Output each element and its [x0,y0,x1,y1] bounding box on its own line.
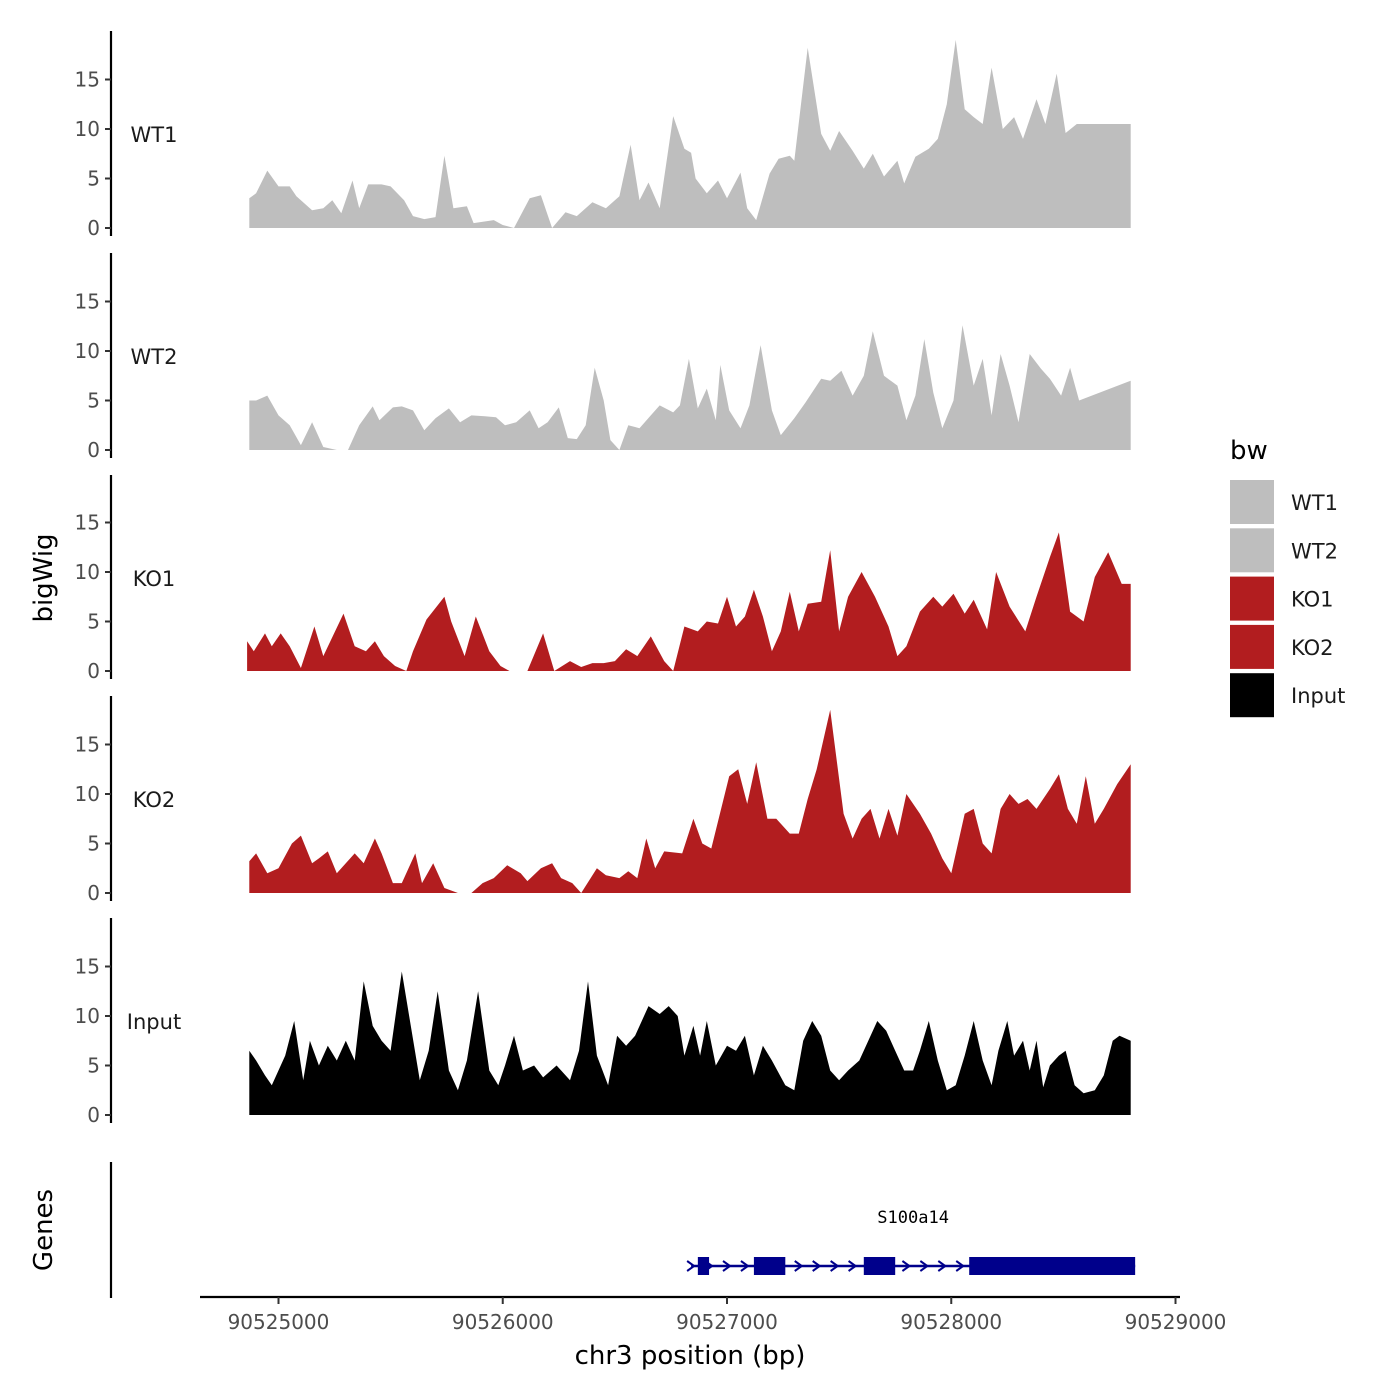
track-label-wt2: WT2 [131,345,178,369]
legend-swatch [1230,673,1274,718]
legend-item-wt1: WT1 [1230,480,1338,524]
legend-swatch [1230,528,1274,573]
gene-exon [863,1257,896,1275]
x-axis-title: chr3 position (bp) [575,1341,806,1371]
legend-item-ko2: KO2 [1230,624,1334,669]
track-label-ko1: KO1 [133,567,176,591]
strand-arrow [722,1260,732,1272]
track-label-input: Input [127,1010,181,1034]
y-tick-label: 0 [87,1103,100,1127]
legend-label: Input [1291,684,1345,708]
x-tick-label: 90528000 [900,1310,1002,1334]
legend-label: KO2 [1291,636,1334,660]
legend-item-input: Input [1230,673,1345,718]
y-axis-title: bigWig [29,533,59,622]
gene-s100a14: S100a14 [686,1208,1136,1275]
y-tick-label: 10 [75,117,100,141]
bigwig-tracks: 0 5 10 15 WT1 0 5 10 15 WT2 0 5 10 15 KO1 0 5 10 15 KO2 0 5 10… [75,31,1131,1127]
legend-swatch [1230,576,1274,621]
legend-swatch [1230,480,1274,524]
legend-title: bw [1230,436,1268,466]
y-tick-label: 10 [75,560,100,584]
y-tick-label: 15 [75,511,100,535]
strand-arrow [937,1260,948,1272]
strand-arrow [919,1260,930,1272]
x-tick-label: 90529000 [1125,1310,1227,1334]
signal-area-ko1 [247,532,1131,671]
track-wt2: 0 5 10 15 WT2 [75,253,1131,462]
track-ko2: 0 5 10 15 KO2 [75,696,1131,905]
signal-area-ko2 [249,709,1131,893]
x-axis: 90525000 90526000 90527000 90528000 90529000 [200,1295,1227,1334]
y-tick-label: 5 [87,167,100,191]
gene-label: S100a14 [877,1208,949,1228]
legend: bw WT1 WT2 KO1 KO2 Input [1230,436,1345,718]
strand-arrow [830,1260,840,1272]
y-tick-label: 10 [75,782,100,806]
legend-item-ko1: KO1 [1230,576,1334,621]
signal-area-wt1 [249,39,1131,229]
track-label-wt1: WT1 [131,123,178,147]
strand-arrow [901,1260,912,1272]
y-tick-label: 15 [75,733,100,757]
y-tick-label: 0 [87,216,100,240]
y-tick-label: 5 [87,610,100,634]
y-tick-label: 0 [87,438,100,462]
strand-arrow [812,1260,822,1272]
y-tick-label: 15 [75,68,100,92]
y-tick-label: 5 [87,389,100,413]
strand-arrow [686,1260,696,1272]
x-tick-label: 90526000 [452,1310,554,1334]
track-ko1: 0 5 10 15 KO1 [75,475,1131,683]
genes-panel: S100a14 [109,1162,1136,1298]
gene-exon [753,1257,786,1275]
genes-panel-title: Genes [29,1189,59,1271]
y-tick-label: 0 [87,659,100,683]
x-tick-label: 90527000 [676,1310,778,1334]
strand-arrow [740,1260,750,1272]
y-tick-label: 0 [87,881,100,905]
gene-exon [697,1257,710,1275]
strand-arrow [794,1260,804,1272]
y-tick-label: 5 [87,832,100,856]
track-wt1: 0 5 10 15 WT1 [75,31,1131,240]
strand-arrow [848,1260,858,1272]
y-tick-label: 10 [75,1004,100,1028]
signal-area-input [249,971,1131,1115]
gene-exon [969,1257,1136,1275]
signal-area-wt2 [249,325,1131,450]
y-tick-label: 15 [75,955,100,979]
track-label-ko2: KO2 [133,788,176,812]
legend-label: WT2 [1291,539,1338,563]
legend-label: KO1 [1291,588,1334,612]
y-tick-label: 15 [75,290,100,314]
legend-swatch [1230,624,1274,669]
y-tick-label: 5 [87,1054,100,1078]
track-input: 0 5 10 15 Input [75,918,1131,1127]
strand-arrow [955,1260,965,1272]
x-tick-label: 90525000 [228,1310,330,1334]
legend-label: WT1 [1291,491,1338,515]
y-tick-label: 10 [75,339,100,363]
legend-item-wt2: WT2 [1230,528,1338,573]
